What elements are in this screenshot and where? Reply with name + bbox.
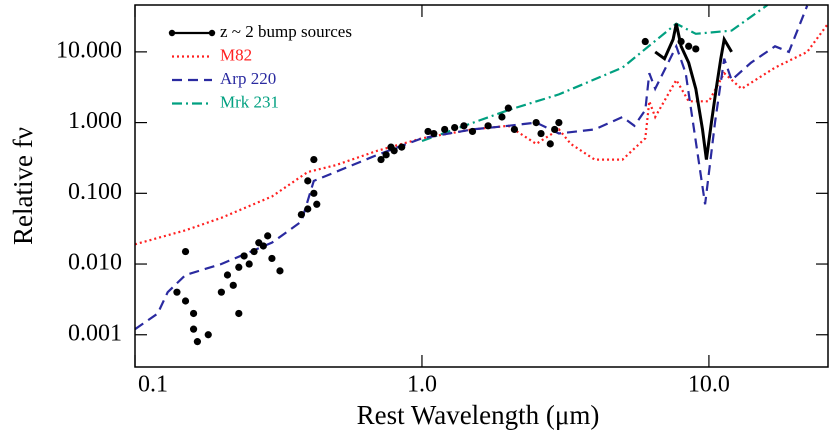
legend-marker — [168, 29, 176, 37]
series-line — [421, 5, 769, 143]
data-point — [390, 147, 398, 155]
legend-label: Mrk 231 — [220, 92, 279, 111]
data-point — [173, 288, 181, 296]
data-point — [259, 242, 267, 250]
data-point — [297, 211, 305, 219]
series-line — [135, 5, 809, 331]
data-point — [546, 140, 554, 148]
legend-label: z ~ 2 bump sources — [220, 22, 352, 41]
data-point — [268, 254, 276, 263]
y-axis-title: Relative fν — [8, 127, 38, 245]
x-tick-label: 1.0 — [407, 372, 437, 398]
data-point — [551, 125, 559, 134]
data-point — [313, 200, 321, 208]
data-point — [468, 127, 477, 136]
data-point — [310, 155, 318, 164]
data-point — [189, 309, 198, 318]
data-point — [235, 309, 243, 318]
legend-marker — [208, 29, 216, 37]
x-axis-title: Rest Wavelength (μm) — [357, 400, 600, 430]
y-tick-label: 0.001 — [68, 320, 122, 346]
x-tick-label: 10.0 — [688, 372, 730, 398]
data-point — [398, 143, 406, 151]
series-line — [654, 23, 733, 160]
data-point — [235, 263, 243, 271]
data-point — [424, 127, 432, 136]
data-point — [677, 37, 685, 46]
data-point — [532, 118, 540, 127]
data-point — [223, 271, 232, 279]
data-point — [229, 281, 237, 289]
data-point — [204, 331, 212, 339]
data-point — [555, 118, 563, 127]
data-point — [441, 125, 449, 134]
legend-label: M82 — [220, 45, 252, 64]
data-point — [498, 113, 506, 121]
data-point — [304, 177, 312, 185]
data-point — [382, 151, 390, 159]
legend-label: Arp 220 — [220, 69, 276, 88]
y-tick-label: 0.010 — [68, 250, 122, 276]
data-point — [310, 189, 318, 197]
data-point — [181, 297, 190, 305]
data-point — [685, 42, 693, 50]
data-point — [430, 129, 438, 138]
x-tick-label: 0.1 — [138, 372, 168, 398]
data-point — [181, 247, 190, 256]
data-point — [692, 45, 700, 53]
data-point — [276, 267, 284, 275]
data-point — [193, 338, 202, 346]
data-point — [245, 260, 253, 268]
plot-frame — [134, 4, 829, 368]
data-point — [217, 288, 225, 296]
data-point — [451, 123, 459, 132]
data-point — [510, 125, 519, 134]
data-point — [264, 232, 272, 240]
data-point — [460, 122, 468, 130]
data-point — [377, 155, 385, 164]
data-point — [504, 104, 512, 112]
data-point — [641, 37, 649, 46]
data-point — [250, 247, 258, 256]
y-tick-label: 0.100 — [68, 179, 122, 205]
y-tick-label: 1.000 — [68, 108, 122, 134]
data-point — [484, 122, 492, 130]
y-tick-label: 10.000 — [56, 37, 122, 63]
data-point — [304, 205, 312, 213]
data-point — [189, 325, 198, 333]
data-point — [537, 129, 545, 138]
data-point — [240, 252, 248, 260]
